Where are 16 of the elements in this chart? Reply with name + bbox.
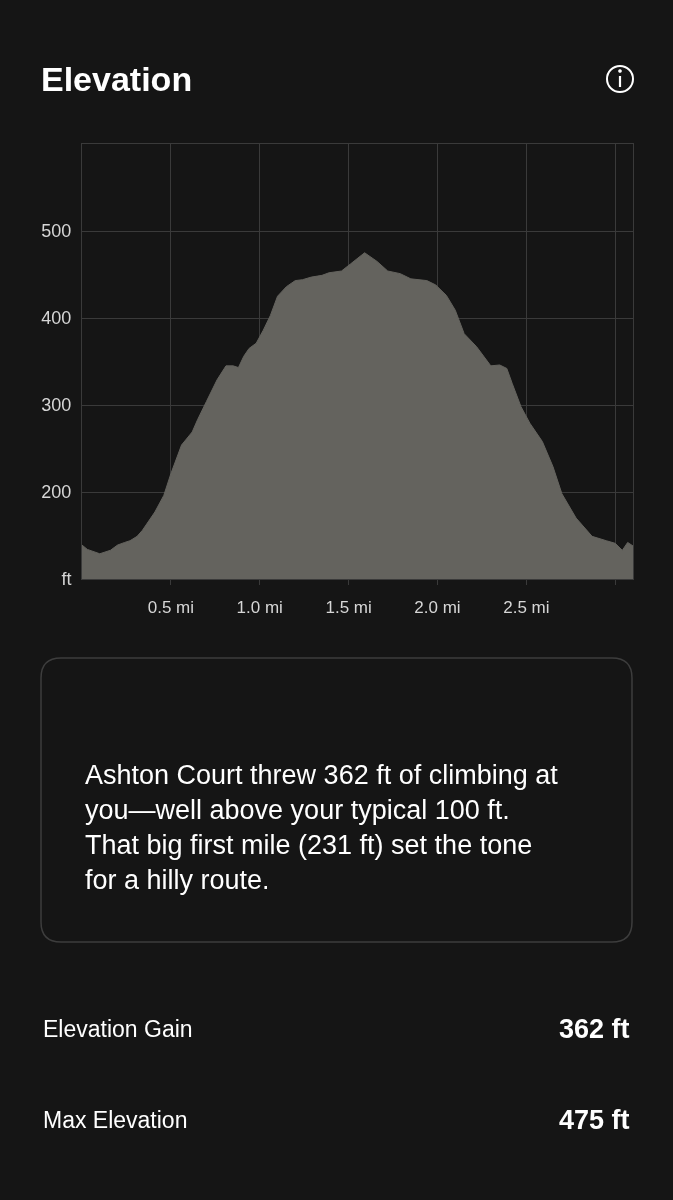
text: 362 ft — [559, 1014, 630, 1044]
y-tick-label: 200 — [41, 482, 72, 503]
x-tick-label: 1.0 mi — [236, 598, 283, 618]
chart-title: Elevation — [41, 59, 193, 98]
x-tick-label: 0.5 mi — [147, 598, 195, 618]
text: Ashton Court threw 362 ft of climbing at you—well above your typical 100 ft. That big first mile (231 ft) set the tone for a hilly route. — [85, 760, 559, 896]
y-tick-label: 400 — [41, 308, 72, 329]
text: Elevation Gain — [43, 1016, 193, 1042]
text: Max Elevation — [43, 1107, 188, 1133]
text: 475 ft — [559, 1105, 630, 1135]
y-tick-label: ft — [61, 569, 72, 590]
x-tick-label: 1.5 mi — [325, 598, 372, 618]
x-tick-label: 2.0 mi — [414, 598, 461, 618]
y-tick-label: 500 — [41, 221, 72, 242]
y-tick-label: 300 — [41, 395, 72, 416]
x-tick-label: 2.5 mi — [503, 598, 550, 618]
